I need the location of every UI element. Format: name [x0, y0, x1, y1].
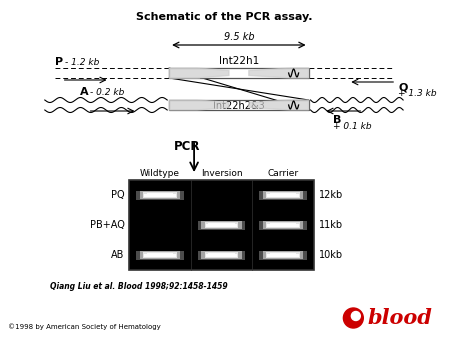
- Bar: [136, 250, 184, 260]
- Text: - 1.2 kb: - 1.2 kb: [65, 58, 99, 67]
- Text: PB+AQ: PB+AQ: [90, 220, 124, 230]
- Bar: [205, 222, 238, 228]
- Bar: [144, 254, 176, 257]
- Bar: [144, 252, 177, 258]
- Bar: [140, 251, 180, 259]
- Bar: [259, 191, 307, 199]
- Text: blood: blood: [367, 308, 432, 328]
- Polygon shape: [169, 100, 229, 110]
- Bar: [201, 251, 242, 259]
- Bar: [169, 68, 309, 78]
- Bar: [206, 223, 238, 226]
- Bar: [266, 252, 300, 258]
- Text: PQ: PQ: [111, 190, 124, 200]
- Polygon shape: [169, 68, 229, 78]
- Text: PCR: PCR: [174, 141, 201, 153]
- Text: Int22h1: Int22h1: [219, 56, 259, 66]
- Polygon shape: [249, 68, 309, 78]
- Bar: [208, 252, 234, 258]
- Text: AB: AB: [111, 250, 124, 260]
- Text: A: A: [80, 87, 88, 97]
- Bar: [147, 252, 173, 258]
- Bar: [267, 193, 299, 196]
- Bar: [136, 191, 184, 199]
- Bar: [262, 251, 303, 259]
- Bar: [270, 193, 296, 197]
- Bar: [140, 191, 180, 199]
- Text: Int22h2&3: Int22h2&3: [213, 101, 265, 111]
- Text: Inversion: Inversion: [201, 169, 242, 178]
- Text: Carrier: Carrier: [267, 169, 298, 178]
- Bar: [144, 192, 177, 198]
- Text: P: P: [55, 57, 63, 67]
- Bar: [270, 222, 296, 227]
- Circle shape: [351, 312, 360, 320]
- Bar: [198, 220, 245, 230]
- Bar: [267, 254, 299, 257]
- Bar: [198, 250, 245, 260]
- Text: Schematic of the PCR assay.: Schematic of the PCR assay.: [136, 12, 312, 22]
- Bar: [144, 193, 176, 196]
- Bar: [130, 180, 314, 270]
- Text: ©1998 by American Society of Hematology: ©1998 by American Society of Hematology: [8, 323, 161, 330]
- Bar: [205, 252, 238, 258]
- Bar: [270, 252, 296, 258]
- Bar: [262, 191, 303, 199]
- Bar: [266, 192, 300, 198]
- Text: + 0.1 kb: + 0.1 kb: [333, 122, 372, 131]
- Bar: [262, 221, 303, 229]
- Text: Qiang Liu et al. Blood 1998;92:1458-1459: Qiang Liu et al. Blood 1998;92:1458-1459: [50, 282, 227, 291]
- Text: Q: Q: [398, 82, 408, 92]
- Bar: [208, 222, 234, 227]
- Bar: [266, 222, 300, 228]
- Text: 11kb: 11kb: [319, 220, 342, 230]
- Text: 10kb: 10kb: [319, 250, 342, 260]
- Polygon shape: [249, 100, 309, 110]
- Bar: [147, 193, 173, 197]
- Bar: [267, 223, 299, 226]
- Bar: [206, 254, 238, 257]
- Text: B: B: [333, 115, 342, 125]
- Text: 9.5 kb: 9.5 kb: [224, 32, 254, 42]
- Circle shape: [343, 308, 363, 328]
- Bar: [259, 250, 307, 260]
- Bar: [169, 100, 309, 110]
- Text: 12kb: 12kb: [319, 190, 343, 200]
- Bar: [259, 220, 307, 230]
- Text: - 0.2 kb: - 0.2 kb: [90, 88, 124, 97]
- Text: + 1.3 kb: + 1.3 kb: [398, 89, 437, 98]
- Bar: [201, 221, 242, 229]
- Text: Wildtype: Wildtype: [140, 169, 180, 178]
